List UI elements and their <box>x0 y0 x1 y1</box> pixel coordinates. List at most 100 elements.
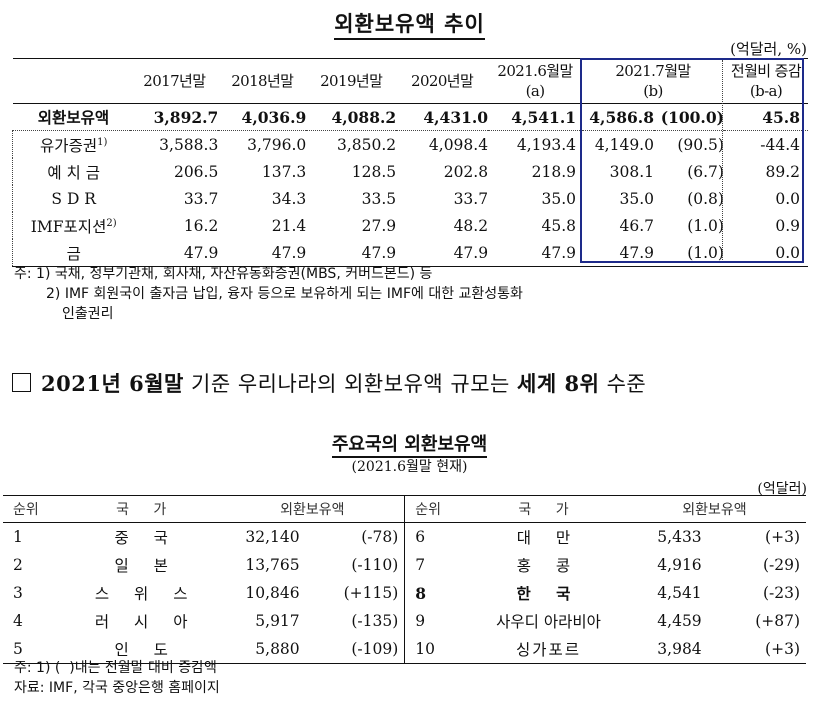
rank: 9 <box>415 612 426 630</box>
header-2020: 2020년말 <box>411 72 474 90</box>
country: 중 국 <box>114 529 178 547</box>
table-row-total: 외환보유액 3,892.7 4,036.9 4,088.2 4,431.0 4,… <box>12 103 808 131</box>
headline-date: 2021년 6월말 <box>41 371 184 396</box>
cell-2018: 47.9 <box>218 239 307 267</box>
cell-2020: 33.7 <box>453 189 489 208</box>
cell-share: (0.8) <box>687 189 724 208</box>
cell-2021-7: 308.1 <box>609 162 654 181</box>
country: 대 만 <box>516 529 581 547</box>
row-label: 외환보유액 <box>12 103 131 131</box>
rank: 6 <box>415 528 426 546</box>
header-amount: 외환보유액 <box>220 495 406 523</box>
cell-2020: 202.8 <box>443 162 489 181</box>
table1-unit: (억달러, %) <box>730 40 807 58</box>
table-row: 4 러 시 아 5,917 (-135) 9 사우디 아라비아 4,459 (+… <box>3 607 806 635</box>
rank: 1 <box>13 528 23 546</box>
cell-2021-6: 45.8 <box>541 216 577 235</box>
table2-header-row: 순위 국 가 외환보유액 순위 국 가 외환보유액 <box>3 495 806 523</box>
dotted-divider <box>722 60 723 262</box>
checkbox-square-icon <box>12 373 31 392</box>
note-2: 2) IMF 회원국이 출자금 납입, 융자 등으로 보유하게 되는 IMF에 … <box>46 286 523 302</box>
cell-2019: 47.9 <box>306 239 397 267</box>
country: 일 본 <box>114 557 178 575</box>
change: (-78) <box>299 522 406 551</box>
cell-diff: 45.8 <box>723 103 808 131</box>
header-blank <box>13 59 131 104</box>
amount: 10,846 <box>245 584 300 602</box>
rank: 2 <box>13 556 23 574</box>
rank: 7 <box>415 556 426 574</box>
row-label: S D R <box>12 185 131 212</box>
amount: 5,917 <box>255 612 300 630</box>
cell-2021-7: 46.7 <box>619 216 654 235</box>
table-row: 예 치 금 206.5 137.3 128.5 202.8 218.9 308.… <box>12 158 809 185</box>
header-2017: 2017년말 <box>143 72 206 90</box>
table2-title-text: 주요국의 외환보유액 <box>331 434 488 458</box>
table1-header-row: 2017년말 2018년말 2019년말 2020년말 2021.6월말 (a) … <box>12 58 808 104</box>
header-rank: 순위 <box>3 495 72 523</box>
table1-title-text: 외환보유액 추이 <box>334 11 485 40</box>
cell-2017: 33.7 <box>183 189 219 208</box>
change: (-135) <box>299 607 406 635</box>
cell-2021-6: 47.9 <box>488 239 583 267</box>
country: 싱가포르 <box>474 635 623 664</box>
change: (-109) <box>299 635 406 664</box>
cell-2018: 3,796.0 <box>247 135 307 154</box>
cell-2017: 206.5 <box>173 162 219 181</box>
cell-2021-7: 47.9 <box>582 239 654 267</box>
headline-suffix: 수준 <box>599 372 647 396</box>
country: 스 위 스 <box>94 585 198 603</box>
table-row: 2 일 본 13,765 (-110) 7 홍 콩 4,916 (-29) <box>3 551 806 579</box>
table-row: 금 47.9 47.9 47.9 47.9 47.9 47.9 (1.0) 0.… <box>12 239 808 267</box>
cell-2021-6: 35.0 <box>541 189 577 208</box>
country-korea: 한 국 <box>516 584 581 603</box>
change: (+3) <box>701 635 806 664</box>
fx-reserves-trend-table: 2017년말 2018년말 2019년말 2020년말 2021.6월말 (a) … <box>12 58 808 267</box>
cell-2017: 16.2 <box>183 216 219 235</box>
source-note: 자료: IMF, 각국 중앙은행 홈페이지 <box>14 680 220 696</box>
table2-unit: (억달러) <box>757 481 807 497</box>
cell-diff: 0.0 <box>775 189 800 208</box>
change: (+115) <box>299 579 406 607</box>
cell-2017: 3,892.7 <box>130 103 219 131</box>
note-1: 주: 1) 국채, 정부기관채, 회사채, 자산유동화증권(MBS, 커버드본드… <box>14 266 433 282</box>
cell-2020: 47.9 <box>396 239 489 267</box>
cell-2019: 33.5 <box>361 189 397 208</box>
header-2019: 2019년말 <box>320 72 383 90</box>
cell-2020: 4,431.0 <box>396 103 489 131</box>
rank: 3 <box>13 584 23 602</box>
cell-share: (90.5) <box>677 135 724 154</box>
amount: 3,984 <box>622 635 702 664</box>
cell-2018: 137.3 <box>261 162 307 181</box>
amount: 32,140 <box>245 528 300 546</box>
change: (+87) <box>755 612 800 630</box>
change: (-110) <box>299 551 406 579</box>
table-row: 유가증권1) 3,588.3 3,796.0 3,850.2 4,098.4 4… <box>12 130 809 158</box>
cell-diff: 0.9 <box>775 216 800 235</box>
cell-2020: 4,098.4 <box>428 135 489 154</box>
amount: 5,880 <box>220 635 300 664</box>
cell-diff: -44.4 <box>760 135 800 154</box>
cell-2021-6: 4,193.4 <box>516 135 577 154</box>
cell-2019: 3,850.2 <box>337 135 397 154</box>
cell-share: (1.0) <box>653 239 724 267</box>
table-row: 1 중 국 32,140 (-78) 6 대 만 5,433 (+3) <box>3 522 806 551</box>
header-rank: 순위 <box>404 495 475 523</box>
major-countries-reserves-table: 순위 국 가 외환보유액 순위 국 가 외환보유액 1 중 국 32,140 (… <box>3 495 806 664</box>
header-2021-7: 2021.7월말 (b) <box>615 62 691 100</box>
cell-2018: 34.3 <box>271 189 307 208</box>
table2-notes: 주: 1) ( )내는 전월말 대비 증감액 자료: IMF, 각국 중앙은행 … <box>14 658 220 698</box>
country: 사우디 아라비아 <box>496 613 601 631</box>
table2-title: 주요국의 외환보유액 <box>0 430 819 458</box>
header-country: 국 가 <box>71 495 221 523</box>
row-label: 예 치 금 <box>12 158 131 185</box>
header-2021-6: 2021.6월말 (a) <box>497 62 573 100</box>
cell-2018: 21.4 <box>271 216 307 235</box>
cell-diff: 0.0 <box>723 239 808 267</box>
table2-subtitle: (2021.6월말 현재) <box>351 459 468 475</box>
row-label: 유가증권1) <box>12 130 131 158</box>
note-1: 주: 1) ( )내는 전월말 대비 증감액 <box>14 660 217 676</box>
rank-highlight: 8 <box>415 583 427 603</box>
cell-2021-6: 218.9 <box>531 162 577 181</box>
amount: 4,459 <box>657 612 702 630</box>
